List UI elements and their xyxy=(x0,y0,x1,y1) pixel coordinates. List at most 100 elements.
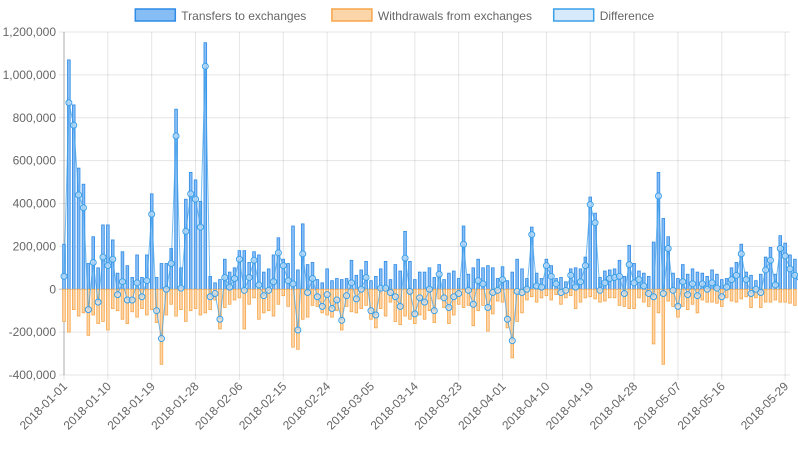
withdrawals-bar xyxy=(271,288,276,317)
difference-point xyxy=(391,293,399,301)
withdrawals-bar xyxy=(778,288,782,303)
transfers-bar xyxy=(515,258,519,290)
withdrawals-bar xyxy=(330,288,334,318)
difference-point xyxy=(786,265,794,273)
difference-point xyxy=(265,286,273,294)
difference-point xyxy=(635,276,643,284)
transfers-bar xyxy=(510,271,515,290)
withdrawals-bar xyxy=(91,288,95,316)
difference-point xyxy=(406,287,414,295)
withdrawals-bar xyxy=(281,288,286,297)
gridlines xyxy=(59,31,790,380)
withdrawals-bar xyxy=(286,288,290,307)
legend-item[interactable]: Transfers to exchanges xyxy=(134,8,306,23)
difference-point xyxy=(372,311,380,319)
transfers-bar xyxy=(369,280,373,290)
transfers-bar xyxy=(106,224,110,290)
x-tick-label: 2018-05-29 xyxy=(738,379,792,433)
withdrawals-bar xyxy=(749,288,753,308)
difference-point xyxy=(386,288,394,296)
withdrawals-bar xyxy=(276,288,281,305)
difference-point xyxy=(479,280,487,288)
withdrawals-bar xyxy=(96,288,100,324)
withdrawals-bar xyxy=(81,288,86,314)
difference-point xyxy=(737,250,745,258)
difference-point xyxy=(435,270,443,278)
transfers-bar xyxy=(398,270,402,290)
transfers-bar xyxy=(291,225,295,290)
difference-point xyxy=(289,280,297,288)
transfers-bar xyxy=(213,282,217,290)
withdrawals-bar xyxy=(530,288,534,298)
withdrawals-bar xyxy=(188,288,193,312)
legend-item[interactable]: Difference xyxy=(552,8,655,23)
legend-item[interactable]: Withdrawals from exchanges xyxy=(331,8,532,23)
withdrawals-bar xyxy=(656,288,661,314)
difference-point xyxy=(138,293,146,301)
difference-point xyxy=(474,277,482,285)
difference-point xyxy=(425,285,433,293)
difference-point xyxy=(347,279,355,287)
withdrawals-bar xyxy=(642,288,646,303)
transfers-bar xyxy=(666,236,670,290)
transfers-bar xyxy=(778,235,782,290)
difference-point xyxy=(313,293,321,301)
transfers-bar xyxy=(520,268,524,290)
difference-point xyxy=(270,278,278,286)
transfers-bar xyxy=(266,268,271,290)
difference-point xyxy=(382,284,390,292)
withdrawals-bar xyxy=(135,288,139,318)
difference-point xyxy=(781,252,789,260)
difference-point xyxy=(713,284,721,292)
transfers-bar xyxy=(96,267,100,290)
y-tick-label: -400,000 xyxy=(9,368,57,382)
difference-point xyxy=(771,281,779,289)
transfers-bar xyxy=(695,271,700,290)
difference-point xyxy=(60,272,68,280)
difference-point xyxy=(762,266,770,274)
withdrawals-bar xyxy=(223,288,227,308)
difference-point xyxy=(357,285,365,293)
transfers-bar xyxy=(354,274,359,290)
transfers-bar xyxy=(432,277,437,290)
withdrawals-bar xyxy=(149,288,154,311)
difference-point xyxy=(674,302,682,310)
difference-point xyxy=(128,296,136,304)
difference-point xyxy=(401,254,409,262)
difference-point xyxy=(421,298,429,306)
difference-point xyxy=(625,261,633,269)
difference-point xyxy=(304,288,312,296)
withdrawals-bar xyxy=(637,288,641,299)
withdrawals-bar xyxy=(184,288,188,322)
transfers-bar xyxy=(559,277,563,290)
withdrawals-bar xyxy=(67,288,71,333)
withdrawals-bar xyxy=(227,288,232,305)
difference-point xyxy=(255,281,263,289)
difference-point xyxy=(84,306,92,314)
withdrawals-bar xyxy=(646,288,651,307)
transfers-bar xyxy=(276,237,281,290)
difference-point xyxy=(732,271,740,279)
withdrawals-bar xyxy=(310,288,315,306)
withdrawals-bar xyxy=(76,288,81,317)
difference-point xyxy=(221,273,229,281)
withdrawals-bar xyxy=(510,288,515,359)
withdrawals-bar xyxy=(193,288,198,309)
withdrawals-bar xyxy=(393,288,398,322)
withdrawals-bar xyxy=(661,288,666,365)
legend-swatch xyxy=(552,8,595,22)
transfers-bar xyxy=(388,279,393,290)
withdrawals-bar xyxy=(549,288,553,301)
difference-point xyxy=(294,326,302,334)
withdrawals-bar xyxy=(593,288,597,300)
difference-point xyxy=(133,279,141,287)
transfers-bar xyxy=(768,247,773,290)
withdrawals-bar xyxy=(763,288,768,303)
withdrawals-bar xyxy=(437,288,441,300)
withdrawals-bar xyxy=(169,288,173,305)
difference-point xyxy=(284,277,292,285)
withdrawals-bar xyxy=(622,288,627,307)
withdrawals-bar xyxy=(603,288,607,302)
withdrawals-bar xyxy=(729,288,734,302)
